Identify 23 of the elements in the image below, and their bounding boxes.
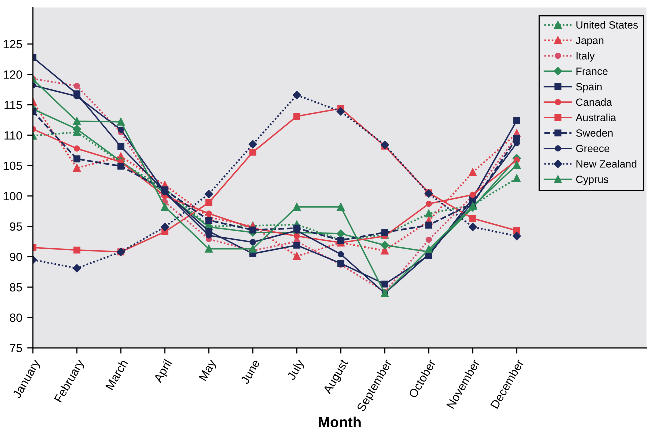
legend-label: Greece xyxy=(576,145,610,152)
y-tick-label: 80 xyxy=(10,314,22,322)
legend-label: Italy xyxy=(576,52,595,62)
y-tick-label: 120 xyxy=(4,70,22,80)
x-axis-title: Month xyxy=(319,416,361,428)
y-tick-label: 100 xyxy=(4,192,22,201)
y-tick-label: 125 xyxy=(4,40,22,49)
legend-label: Sweden xyxy=(576,129,613,137)
legend-label: Spain xyxy=(576,82,602,93)
legend-label: Canada xyxy=(576,98,612,106)
y-tick-label: 115 xyxy=(4,101,22,110)
y-tick-label: 95 xyxy=(10,222,22,231)
y-tick-label: 105 xyxy=(4,162,22,170)
legend-label: New Zealand xyxy=(576,160,637,168)
legend-label: United States xyxy=(576,21,638,29)
y-tick-label: 90 xyxy=(10,253,22,262)
legend-label: Cyprus xyxy=(576,176,609,186)
y-tick-label: 85 xyxy=(10,283,22,292)
y-tick-label: 75 xyxy=(10,344,22,353)
y-tick-label: 110 xyxy=(4,131,22,140)
legend-label: France xyxy=(576,68,608,76)
legend-label: Japan xyxy=(576,37,604,46)
legend-label: Australia xyxy=(576,114,616,122)
